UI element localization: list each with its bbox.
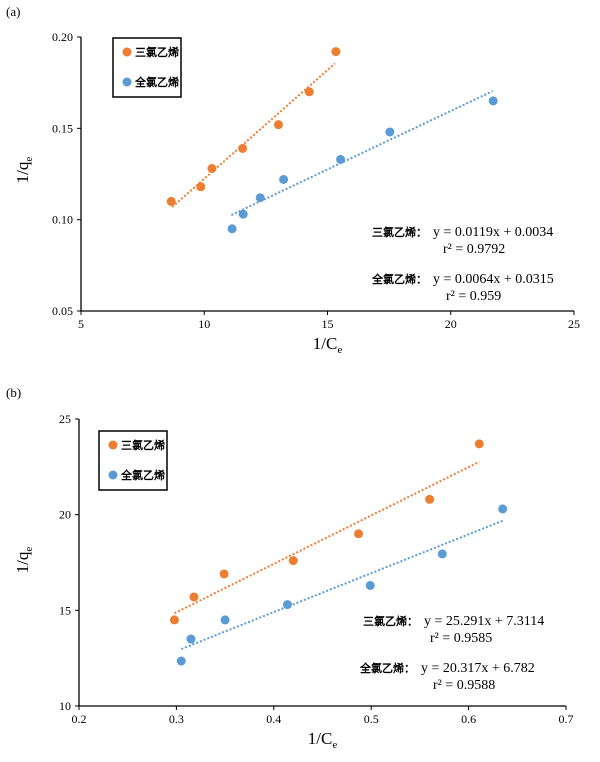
legend-label: 全氯乙烯: [134, 75, 179, 89]
data-point-2: [186, 634, 196, 644]
data-point-2: [255, 193, 265, 203]
data-point-1: [273, 120, 283, 130]
x-tick-label: 0.5: [364, 712, 379, 726]
x-axis-label: 1/Ce: [313, 334, 343, 356]
legend-label: 三氯乙烯: [135, 45, 179, 59]
data-point-1: [169, 615, 179, 625]
data-point-2: [176, 656, 186, 666]
x-tick-label: 15: [322, 317, 334, 331]
data-point-1: [425, 494, 435, 504]
x-axis-label-sub: e: [337, 344, 342, 356]
chart-panel-1: (a) 5 10 15 20 25 0.05 0.10 0.15 0.20 1/Ce 1/qe 三氯乙烯…: [6, 4, 580, 356]
legend-box: [98, 430, 168, 491]
equation: y = 25.291x + 7.3114: [424, 614, 544, 629]
r-squared: r² = 0.9792: [443, 242, 505, 257]
legend-label: 全氯乙烯: [120, 468, 165, 482]
data-point-2: [385, 127, 395, 137]
y-tick-label: 15: [59, 603, 71, 617]
equation: y = 0.0064x + 0.0315: [433, 272, 554, 287]
data-point-1: [474, 439, 484, 449]
data-point-2: [279, 174, 289, 184]
y-axis-label-sub: e: [23, 547, 35, 552]
data-point-1: [354, 529, 364, 539]
x-tick-label: 0.3: [169, 712, 184, 726]
panel-label: (b): [6, 385, 21, 400]
x-tick-label: 0.4: [266, 712, 281, 726]
legend-marker: [122, 77, 132, 87]
data-point-1: [238, 143, 248, 153]
data-point-1: [196, 182, 206, 192]
data-point-1: [331, 47, 341, 57]
panel-label: (a): [6, 4, 20, 19]
data-point-1: [189, 592, 199, 602]
y-tick-label: 0.10: [52, 213, 73, 227]
legend-marker: [122, 47, 132, 57]
y-tick-label: 20: [59, 508, 71, 522]
data-point-1: [207, 164, 217, 174]
data-point-2: [488, 96, 498, 106]
y-tick-label: 10: [59, 699, 71, 713]
x-tick-label: 0.7: [559, 712, 574, 726]
x-tick-label: 20: [445, 317, 457, 331]
y-tick-label: 0.05: [52, 304, 73, 318]
equation-label: 全氯乙烯：: [359, 661, 415, 675]
y-tick-label: 0.15: [52, 121, 73, 135]
data-point-1: [166, 196, 176, 206]
x-tick-label: 10: [198, 317, 210, 331]
r-squared: r² = 0.9585: [430, 631, 492, 646]
x-tick-label: 5: [78, 317, 84, 331]
data-point-1: [304, 87, 314, 97]
data-point-2: [282, 600, 292, 610]
y-axis-label: 1/qe: [13, 157, 35, 184]
equation-label: 全氯乙烯：: [371, 272, 427, 286]
equation-label: 三氯乙烯：: [372, 225, 427, 239]
x-tick-label: 0.2: [72, 712, 87, 726]
legend-marker: [108, 440, 118, 450]
data-point-2: [220, 615, 230, 625]
y-tick-label: 25: [59, 412, 71, 426]
r-squared: r² = 0.9588: [433, 678, 495, 693]
x-axis-label: 1/Ce: [308, 729, 338, 751]
data-point-2: [336, 154, 346, 164]
equation: y = 20.317x + 6.782: [421, 661, 535, 676]
data-point-2: [498, 504, 508, 514]
r-squared: r² = 0.959: [446, 289, 501, 304]
data-point-2: [238, 209, 248, 219]
chart-panel-2: (b) 0.2 0.3 0.4 0.5 0.6 0.7 10 15 20 25 1/Ce 1/qe 三氯乙…: [6, 385, 574, 751]
data-point-1: [288, 556, 298, 566]
legend-marker: [108, 470, 118, 480]
y-tick-label: 0.20: [52, 30, 73, 44]
data-point-2: [227, 224, 237, 234]
trendline-2: [180, 519, 504, 650]
x-tick-label: 25: [568, 317, 580, 331]
data-point-2: [365, 580, 375, 590]
data-point-1: [219, 569, 229, 579]
y-axis-label-sub: e: [23, 157, 35, 162]
trendline-1: [174, 460, 480, 615]
x-axis-label-sub: e: [332, 739, 337, 751]
equation: y = 0.0119x + 0.0034: [433, 225, 553, 240]
equation-label: 三氯乙烯：: [363, 614, 418, 628]
legend-label: 三氯乙烯: [121, 438, 165, 452]
x-tick-label: 0.6: [461, 712, 476, 726]
y-axis-label: 1/qe: [13, 547, 35, 574]
trendline-2: [230, 90, 494, 216]
data-point-2: [437, 549, 447, 559]
legend-box: [112, 37, 182, 98]
